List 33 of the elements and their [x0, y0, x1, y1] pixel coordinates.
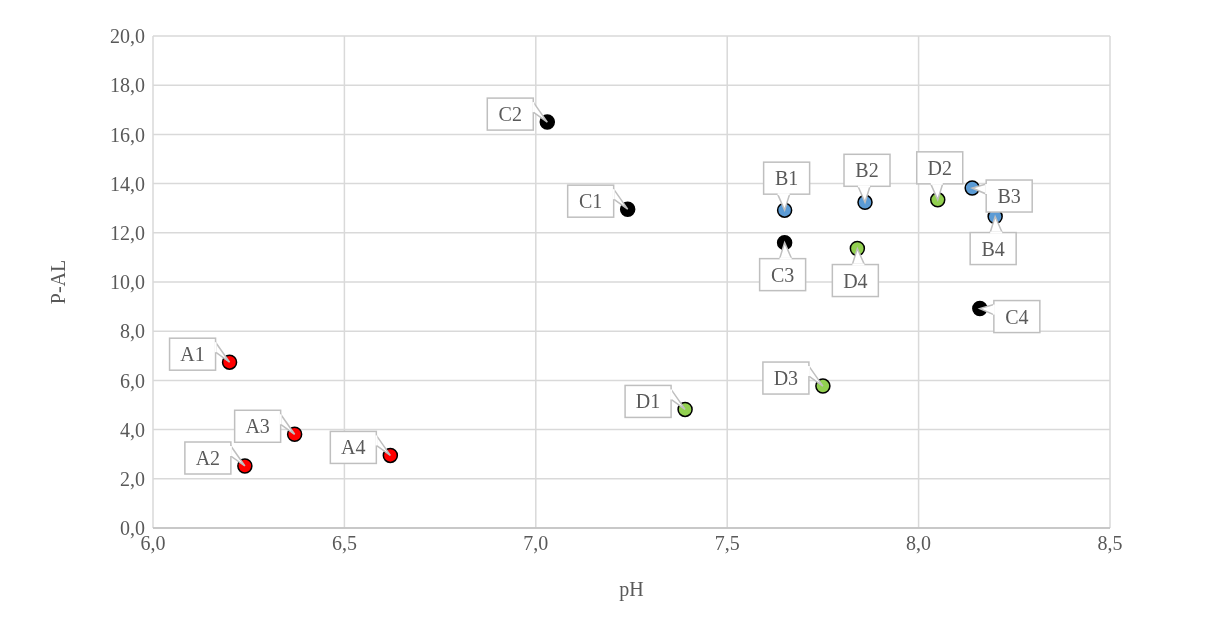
- annotation: A3: [245, 415, 270, 438]
- annotation: D4: [843, 269, 868, 292]
- annotation: A2: [195, 447, 221, 470]
- y-tick-label: 18,0: [110, 74, 145, 97]
- annotation: D3: [773, 367, 799, 390]
- annotation: B3: [997, 185, 1021, 208]
- annotation: B2: [855, 159, 879, 182]
- y-tick-label: 10,0: [110, 271, 145, 294]
- annotation: B4: [981, 237, 1005, 260]
- y-tick-label: 12,0: [110, 221, 145, 244]
- x-tick-label: 7,5: [714, 532, 740, 555]
- annotation: C3: [770, 263, 795, 286]
- y-tick-label: 20,0: [110, 25, 145, 48]
- x-axis-title: pH: [619, 578, 644, 601]
- x-tick-label: 6,5: [331, 532, 357, 555]
- x-tick-label: 8,0: [906, 532, 932, 555]
- x-tick-label: 8,5: [1097, 532, 1123, 555]
- y-tick-label: 8,0: [120, 320, 145, 343]
- y-tick-label: 16,0: [110, 123, 145, 146]
- annotation: A1: [180, 343, 205, 366]
- annotation: D2: [927, 156, 952, 179]
- x-tick-label: 7,0: [523, 532, 549, 555]
- annotation: C2: [498, 103, 522, 126]
- annotation: D1: [635, 390, 661, 413]
- annotation: A4: [341, 436, 366, 459]
- y-axis-title: P-AL: [47, 259, 70, 305]
- annotation: B1: [774, 167, 799, 190]
- y-tick-label: 6,0: [120, 369, 145, 392]
- annotation: C4: [1005, 305, 1029, 328]
- y-tick-label: 2,0: [120, 467, 145, 490]
- annotation: C1: [579, 190, 603, 213]
- y-tick-label: 4,0: [120, 418, 145, 441]
- y-tick-label: 14,0: [110, 172, 145, 195]
